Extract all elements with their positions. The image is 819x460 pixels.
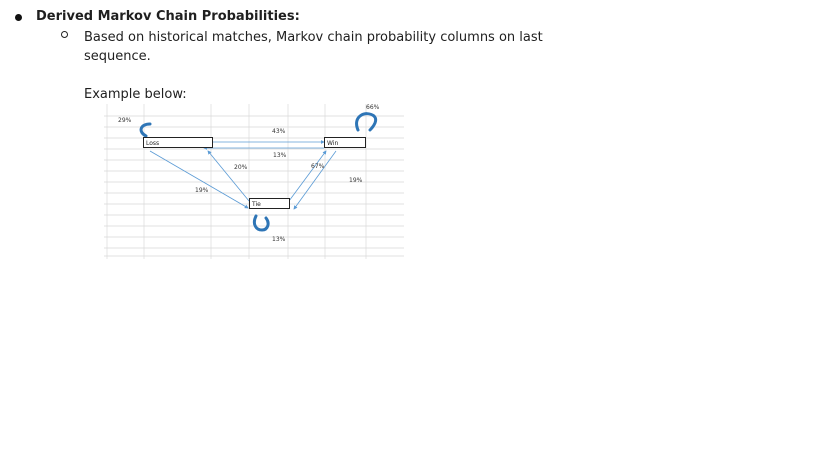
description-text: Based on historical matches, Markov chai…	[84, 30, 543, 64]
spreadsheet-grid	[104, 104, 404, 259]
win-to-tie-pct: 19%	[349, 177, 363, 184]
tie-to-win-pct: 67%	[311, 163, 325, 170]
arrow-loss-to-tie	[149, 150, 249, 209]
transition-arrows	[149, 140, 337, 210]
sub-bullet-circle	[61, 31, 68, 38]
arrow-win-to-tie	[293, 150, 337, 210]
loss-self-loop-icon	[139, 122, 152, 138]
tie-node: Tie	[249, 198, 290, 209]
loss-to-tie-pct: 19%	[195, 187, 209, 194]
markov-chain-diagram: Loss Win Tie 29% 66% 43% 13% 20% 19% 67%…	[104, 104, 404, 259]
loss-node: Loss	[143, 137, 213, 148]
section-heading: Derived Markov Chain Probabilities:	[36, 9, 300, 24]
arrow-tie-to-loss	[207, 150, 250, 202]
tie-self-loop-icon	[252, 214, 270, 232]
tie-self-pct: 13%	[272, 236, 286, 243]
loss-to-win-pct: 43%	[272, 128, 286, 135]
win-self-loop-icon	[355, 112, 378, 132]
self-loops	[139, 112, 378, 232]
win-self-pct: 66%	[366, 104, 380, 111]
bullet-dot	[15, 14, 22, 21]
loss-self-pct: 29%	[118, 117, 132, 124]
win-to-loss-pct: 13%	[273, 152, 287, 159]
example-label: Example below:	[84, 87, 187, 102]
arrow-tie-to-win	[288, 150, 327, 202]
tie-to-loss-pct: 20%	[234, 164, 248, 171]
diagram-canvas	[104, 104, 404, 259]
win-node: Win	[324, 137, 366, 148]
